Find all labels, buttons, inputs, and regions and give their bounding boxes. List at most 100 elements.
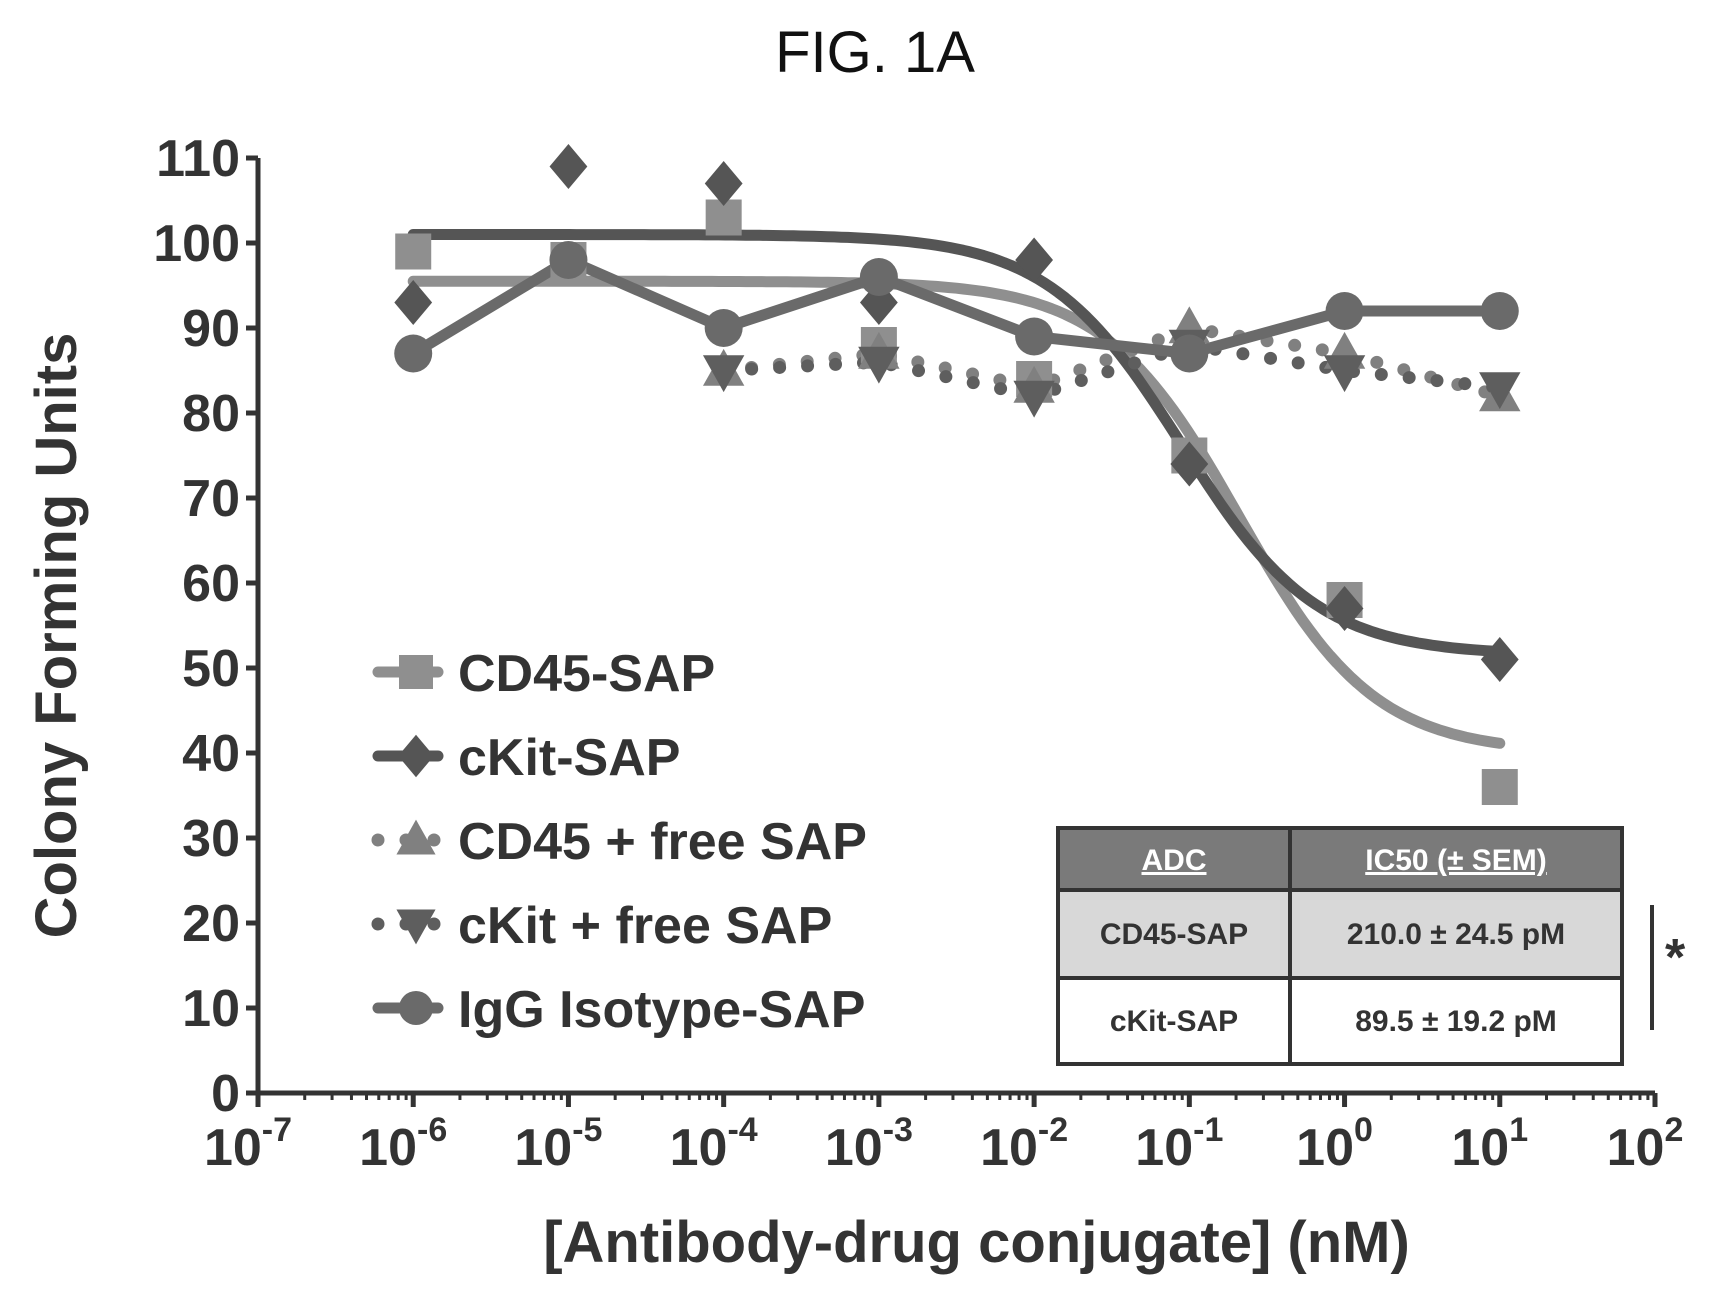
- x-tick-exponent: -4: [727, 1111, 757, 1149]
- y-tick-label: 40: [182, 725, 240, 783]
- marker-triangle-down: [1323, 355, 1366, 393]
- table-header-adc: ADC: [1142, 844, 1207, 877]
- table-cell-r2c2: [1288, 976, 1624, 1066]
- x-tick-exponent: -5: [572, 1111, 602, 1149]
- fit-curve-ckit_sap: [407, 229, 1506, 657]
- marker-diamond: [1325, 586, 1364, 631]
- x-tick-label: 10-2: [980, 1111, 1068, 1177]
- marker-circle: [1325, 292, 1364, 330]
- marker-triangle-down: [1479, 372, 1521, 410]
- x-tick-label: 10-1: [1135, 1111, 1223, 1177]
- x-tick-exponent: -7: [262, 1111, 292, 1149]
- x-tick-label: 100: [1296, 1111, 1373, 1177]
- table-cell-r2c1: [1056, 976, 1292, 1066]
- legend-item-cd45_free: CD45 + free SAP: [371, 813, 867, 871]
- marker-diamond: [394, 280, 433, 325]
- x-tick-exponent: 1: [1509, 1111, 1528, 1149]
- ic50-table: ADC IC50 (± SEM) CD45-SAP 210.0 ± 24.5 p…: [1056, 826, 1686, 1066]
- x-tick-label: 10-5: [514, 1111, 602, 1177]
- table-cell-r1c2: [1288, 888, 1624, 980]
- x-tick-exponent: -1: [1193, 1111, 1223, 1149]
- marker-square: [399, 655, 433, 689]
- y-tick-label: 60: [182, 555, 240, 613]
- legend: CD45-SAP cKit-SAP CD45 + free SAP cKit + fr…: [371, 645, 867, 1039]
- y-axis-title: Colony Forming Units: [24, 333, 89, 939]
- y-tick-label: 80: [182, 385, 240, 443]
- markers-igg_sap: [394, 241, 1519, 373]
- y-tick-label: 110: [156, 130, 240, 188]
- y-tick-label: 100: [153, 215, 240, 273]
- y-tick-label: 0: [211, 1065, 240, 1123]
- marker-triangle-down: [858, 346, 900, 384]
- series-igg_sap: [407, 254, 1506, 359]
- significance-star: *: [1665, 929, 1686, 987]
- x-tick-label: 10-6: [359, 1111, 447, 1177]
- line-ckit_free: [717, 338, 1507, 403]
- plot-area: [394, 144, 1521, 805]
- x-tick-label: 101: [1451, 1111, 1528, 1177]
- marker-diamond: [549, 144, 588, 189]
- x-tick-exponent: 2: [1664, 1111, 1683, 1149]
- marker-circle: [859, 258, 898, 296]
- x-tick-exponent: -2: [1038, 1111, 1068, 1149]
- marker-circle: [704, 309, 743, 347]
- x-tick-exponent: -6: [417, 1111, 447, 1149]
- marker-triangle-down: [702, 355, 745, 393]
- x-tick-label: 10-4: [670, 1111, 758, 1177]
- x-tick-exponent: -3: [883, 1111, 913, 1149]
- marker-triangle-down: [1013, 380, 1055, 418]
- marker-diamond: [1170, 441, 1209, 487]
- legend-item-cd45_sap: CD45-SAP: [372, 645, 715, 703]
- line-cd45_free: [717, 321, 1507, 403]
- legend-item-ckit_sap: cKit-SAP: [372, 729, 680, 787]
- marker-circle: [549, 241, 588, 279]
- table-cell-r1c1: [1056, 888, 1292, 980]
- y-tick-label: 30: [182, 810, 240, 868]
- legend-item-ckit_free: cKit + free SAP: [371, 897, 832, 955]
- series-cd45_free: [717, 321, 1507, 403]
- fit-curve-cd45_sap: [407, 275, 1506, 749]
- marker-triangle-down: [396, 909, 436, 945]
- x-tick-exponent: 0: [1354, 1111, 1373, 1149]
- marker-square: [395, 233, 432, 270]
- legend-label: cKit + free SAP: [458, 897, 832, 955]
- marker-diamond: [1015, 237, 1054, 283]
- y-tick-label: 90: [182, 300, 240, 358]
- y-tick-label: 50: [182, 640, 240, 698]
- figure-label: FIG. 1A: [775, 20, 975, 85]
- markers-ckit_sap: [394, 144, 1519, 682]
- table-row1-adc: CD45-SAP: [1100, 918, 1248, 951]
- legend-label: CD45 + free SAP: [458, 813, 867, 871]
- marker-triangle-up: [396, 819, 436, 855]
- y-tick-label: 70: [182, 470, 240, 528]
- marker-circle: [1480, 292, 1519, 330]
- legend-item-igg_sap: IgG Isotype-SAP: [372, 981, 865, 1039]
- marker-circle: [1015, 317, 1054, 356]
- x-tick-label: 10-3: [825, 1111, 913, 1177]
- marker-circle: [399, 991, 433, 1025]
- series-ckit_free: [717, 338, 1507, 403]
- marker-diamond: [1480, 637, 1519, 682]
- y-tick-label: 10: [182, 980, 240, 1038]
- legend-label: cKit-SAP: [458, 729, 680, 787]
- table-row2-adc: cKit-SAP: [1110, 1005, 1238, 1038]
- x-tick-label: 102: [1607, 1111, 1684, 1177]
- series-cd45_sap: [407, 275, 1506, 749]
- x-tick-label: 10-7: [204, 1111, 292, 1177]
- legend-label: IgG Isotype-SAP: [458, 981, 865, 1039]
- table-row1-ic50: 210.0 ± 24.5 pM: [1347, 918, 1565, 951]
- legend-label: CD45-SAP: [458, 645, 715, 703]
- series-ckit_sap: [407, 229, 1506, 657]
- y-tick-label: 20: [182, 895, 240, 953]
- table-row2-ic50: 89.5 ± 19.2 pM: [1355, 1005, 1557, 1038]
- marker-square: [1481, 769, 1518, 805]
- line-igg_sap: [407, 254, 1506, 359]
- x-axis-title: [Antibody-drug conjugate] (nM): [543, 1210, 1410, 1275]
- marker-circle: [394, 334, 433, 373]
- marker-circle: [1170, 334, 1209, 373]
- marker-diamond: [398, 734, 434, 778]
- marker-diamond: [704, 161, 743, 206]
- table-header-ic50: IC50 (± SEM): [1365, 844, 1547, 877]
